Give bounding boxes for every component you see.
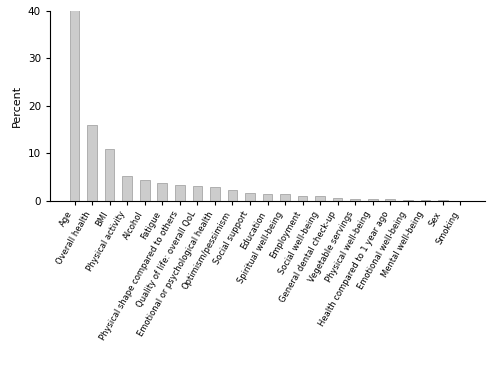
Bar <box>386 199 395 201</box>
Bar <box>122 176 132 201</box>
Bar <box>228 190 237 201</box>
Bar <box>210 187 220 201</box>
Y-axis label: Percent: Percent <box>12 85 22 127</box>
Bar <box>192 186 202 201</box>
Bar <box>262 194 272 201</box>
Bar <box>438 200 448 201</box>
Bar <box>140 180 149 201</box>
Bar <box>350 199 360 201</box>
Bar <box>158 183 167 201</box>
Bar <box>175 185 184 201</box>
Bar <box>88 125 97 201</box>
Bar <box>420 200 430 201</box>
Bar <box>70 8 80 201</box>
Bar <box>245 193 255 201</box>
Bar <box>280 194 290 201</box>
Bar <box>368 199 378 201</box>
Bar <box>403 200 412 201</box>
Bar <box>316 196 325 201</box>
Bar <box>105 149 115 201</box>
Bar <box>333 198 342 201</box>
Bar <box>298 196 308 201</box>
